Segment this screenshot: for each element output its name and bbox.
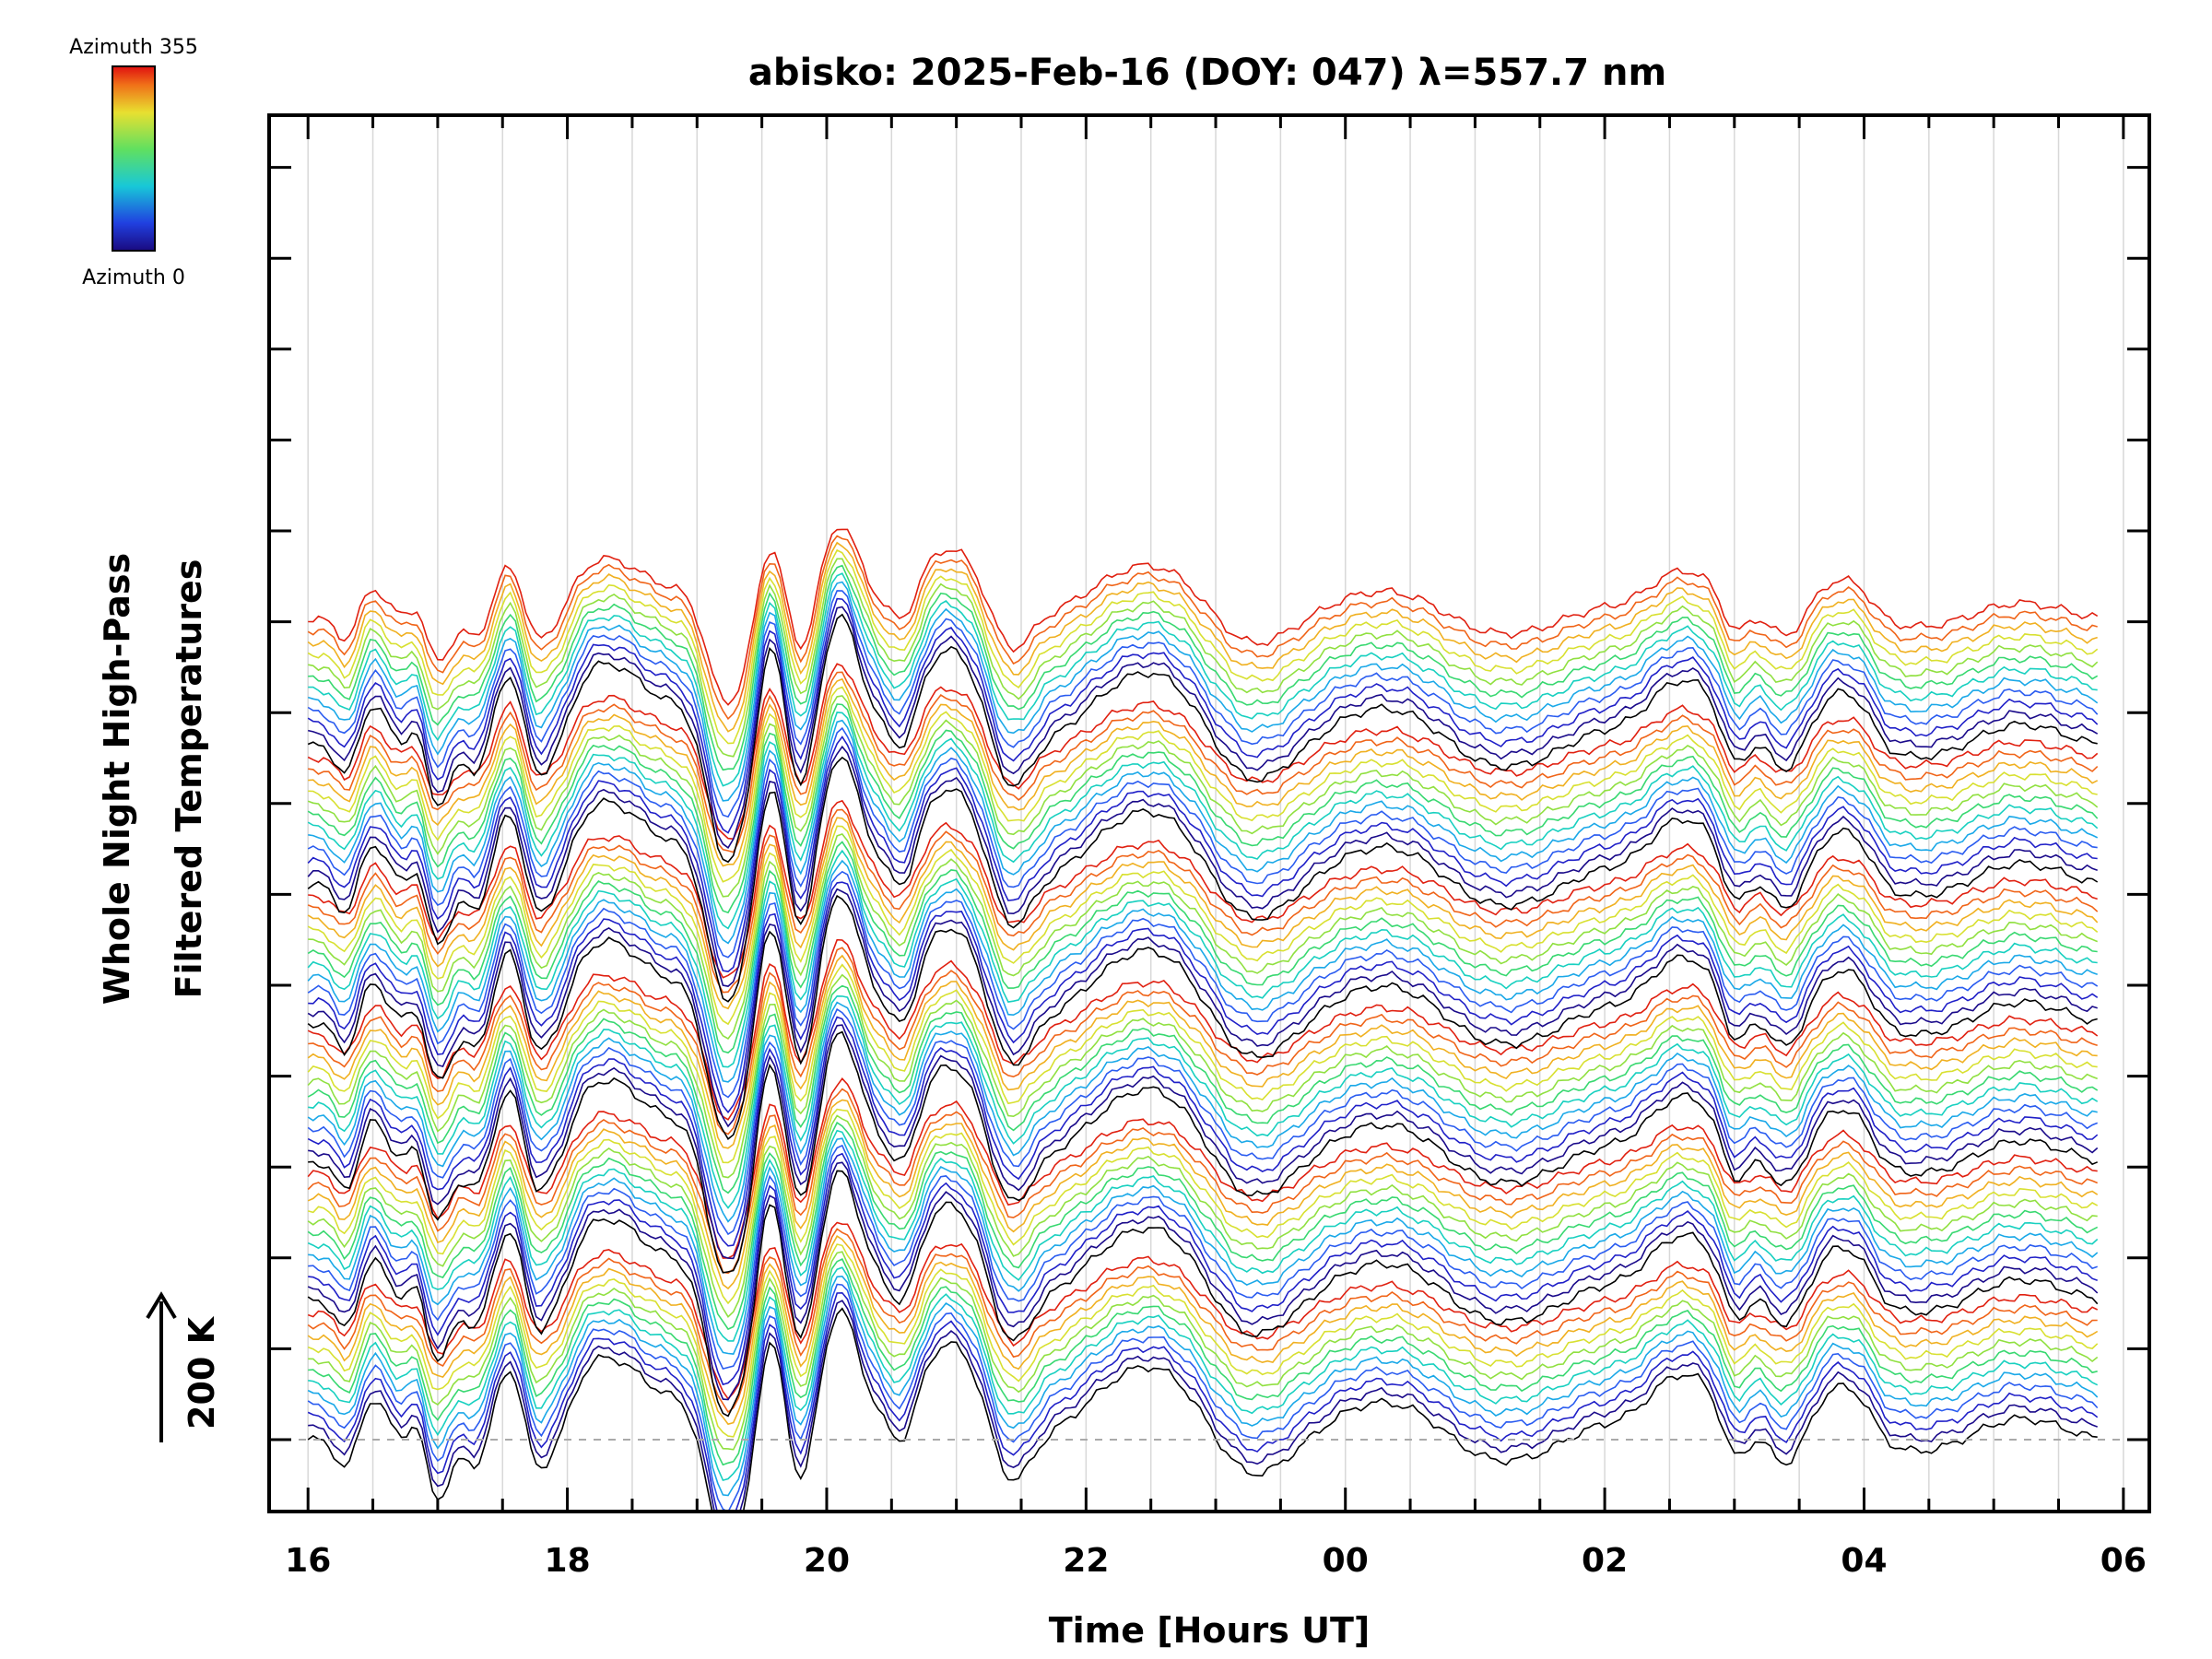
azimuth-series-line <box>307 581 2099 802</box>
azimuth-series-line <box>307 1283 2099 1512</box>
azimuth-series-line <box>307 808 2099 994</box>
plot-frame <box>267 113 2151 1513</box>
azimuth-series-line <box>307 613 2098 864</box>
azimuth-series-line <box>307 954 2098 1149</box>
azimuth-series-line <box>307 1108 2099 1305</box>
azimuth-series-line <box>307 938 2099 1121</box>
colorbar-top-label: Azimuth 355 <box>69 36 198 59</box>
azimuth-series-line <box>307 590 2099 818</box>
chart-title: abisko: 2025-Feb-16 (DOY: 047) λ=557.7 n… <box>748 52 1666 94</box>
azimuth-series-line <box>307 888 2098 1128</box>
azimuth-series-line <box>307 1228 2098 1414</box>
colorbar-bottom-label: Azimuth 0 <box>82 266 185 289</box>
azimuth-series-line <box>307 1221 2099 1400</box>
azimuth-series-line <box>308 1137 2099 1355</box>
azimuth-series-line <box>307 597 2099 834</box>
azimuth-series-line <box>307 1088 2099 1275</box>
azimuth-series-line <box>308 1030 2099 1274</box>
axis-ticks <box>269 115 2149 1512</box>
azimuth-series-line <box>307 703 2099 914</box>
azimuth-series-line <box>308 1251 2099 1451</box>
azimuth-series-line <box>307 1114 2098 1318</box>
azimuth-series-line <box>308 1266 2099 1482</box>
azimuth-series-line <box>307 849 2098 1068</box>
azimuth-series-line <box>307 735 2098 972</box>
azimuth-series-line <box>308 686 2098 883</box>
x-axis-label: Time [Hours UT] <box>1049 1610 1371 1651</box>
azimuth-series-line <box>308 719 2099 945</box>
azimuth-series-line <box>307 726 2098 959</box>
azimuth-series-line <box>308 1300 2098 1512</box>
scale-label: 200 K <box>182 1315 222 1430</box>
azimuth-series-line <box>308 799 2098 979</box>
y-axis-label-line1: Whole Night High-Pass <box>97 553 137 1005</box>
azimuth-series-line <box>307 825 2099 1026</box>
x-tick-label: 04 <box>1841 1542 1887 1580</box>
y-axis-label-line2: Filtered Temperatures <box>169 559 209 999</box>
x-tick-label: 16 <box>285 1542 331 1580</box>
azimuth-series-line <box>307 695 2099 898</box>
azimuth-series-line <box>307 1275 2099 1497</box>
azimuth-series-line <box>307 841 2098 1054</box>
azimuth-series-line <box>307 973 2098 1179</box>
azimuth-series-line <box>308 1152 2098 1386</box>
azimuth-series-line <box>307 817 2099 1010</box>
azimuth-series-line <box>307 745 2098 987</box>
azimuth-series-line <box>307 870 2099 1099</box>
azimuth-series-line <box>307 535 2098 721</box>
azimuth-series-line <box>308 677 2099 867</box>
colorbar-gradient <box>112 65 156 252</box>
x-tick-label: 02 <box>1582 1542 1628 1580</box>
azimuth-series-line <box>307 894 2098 1141</box>
x-tick-label: 00 <box>1323 1542 1369 1580</box>
azimuth-series-line <box>307 1291 2099 1512</box>
azimuth-series-line <box>308 947 2098 1135</box>
azimuth-series-line <box>307 1307 2098 1512</box>
azimuth-series-line <box>307 1077 2098 1259</box>
azimuth-series-line <box>308 606 2099 849</box>
x-tick-labels: 16 18 20 22 00 02 04 06 <box>285 1542 2147 1580</box>
azimuth-series-line <box>307 859 2098 1083</box>
azimuth-series-line <box>307 1170 2099 1418</box>
azimuth-series-line <box>307 1243 2099 1438</box>
azimuth-series-line <box>307 963 2098 1164</box>
azimuth-series-line <box>308 1258 2098 1466</box>
azimuth-series-line <box>307 1001 2098 1223</box>
x-tick-label: 18 <box>545 1542 591 1580</box>
azimuth-series-line <box>308 994 2099 1209</box>
azimuth-series-line <box>307 712 2099 930</box>
azimuth-series-line <box>308 1024 2099 1260</box>
scale-arrow-head <box>146 1291 177 1320</box>
azimuth-series-line <box>308 528 2099 706</box>
azimuth-series-line <box>307 1099 2099 1290</box>
azimuth-series-line <box>307 1129 2099 1342</box>
azimuth-series-line <box>308 671 2099 853</box>
azimuth-series-line <box>308 558 2099 758</box>
scale-indicator: 200 K <box>146 1291 222 1442</box>
azimuth-series-line <box>307 756 2099 1003</box>
azimuth-series-line <box>307 663 2099 841</box>
azimuth-series-line <box>307 1235 2099 1426</box>
x-tick-label: 06 <box>2100 1542 2147 1580</box>
x-tick-label: 22 <box>1063 1542 1109 1580</box>
azimuth-series-line <box>307 1016 2099 1247</box>
azimuth-series-line <box>307 1161 2099 1401</box>
azimuth-series-line <box>307 548 2099 745</box>
azimuth-series-line <box>307 984 2099 1194</box>
azimuth-series-line <box>307 1121 2099 1331</box>
azimuth-series-line <box>308 1144 2098 1371</box>
azimuth-series-line <box>307 1007 2098 1236</box>
azimuth-series-line <box>308 572 2098 787</box>
azimuth-series-line <box>308 564 2099 771</box>
colorbar-legend: Azimuth 355 Azimuth 0 <box>69 36 198 289</box>
x-tick-label: 20 <box>804 1542 850 1580</box>
azimuth-series-line <box>308 833 2099 1041</box>
azimuth-series-line <box>308 881 2099 1114</box>
series-lines <box>307 528 2099 1512</box>
azimuth-series-line <box>307 541 2098 733</box>
